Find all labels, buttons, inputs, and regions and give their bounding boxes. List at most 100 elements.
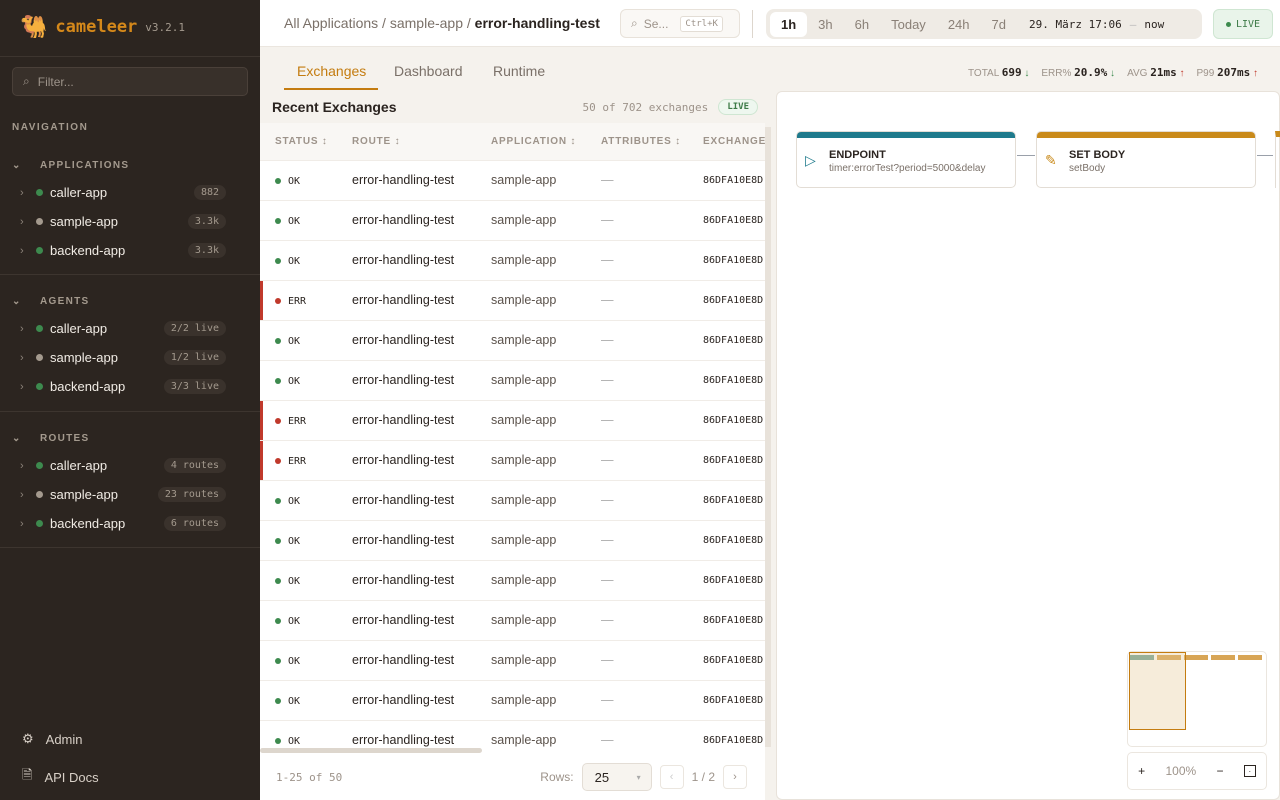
section-header[interactable]: ⌄ APPLICATIONS bbox=[0, 152, 260, 178]
range-option-7d[interactable]: 7d bbox=[991, 16, 1006, 32]
route-cell: error-handling-test bbox=[337, 559, 476, 600]
column-header-route[interactable]: ROUTE ↕ bbox=[337, 123, 476, 160]
application-cell: sample-app bbox=[476, 159, 586, 200]
next-page-button[interactable]: › bbox=[723, 765, 747, 789]
table-row[interactable]: OK error-handling-test sample-app —86DFA10E… bbox=[260, 519, 765, 560]
table-row[interactable]: OK error-handling-test sample-app —86DFA10E… bbox=[260, 359, 765, 400]
sidebar-item-sample-app[interactable]: › sample-app 3.3k bbox=[0, 207, 260, 236]
breadcrumb-app[interactable]: sample-app bbox=[389, 15, 463, 31]
table-row[interactable]: OK error-handling-test sample-app —86DFA10E… bbox=[260, 679, 765, 720]
attributes-cell: — bbox=[586, 479, 688, 520]
attributes-cell: — bbox=[586, 599, 688, 640]
sidebar-item-label: caller-app bbox=[50, 458, 108, 473]
sidebar-item-backend-app[interactable]: › backend-app 6 routes bbox=[0, 509, 260, 538]
sidebar-item-admin[interactable]: ⚙ Admin bbox=[22, 731, 83, 747]
column-label: ATTRIBUTES bbox=[601, 135, 672, 147]
search-input[interactable]: ⌕ Se... Ctrl+K bbox=[620, 9, 740, 38]
sidebar-item-caller-app[interactable]: › caller-app 4 routes bbox=[0, 451, 260, 480]
minimap-viewport[interactable] bbox=[1129, 652, 1186, 730]
exchange-id-cell: 86DFA10E8D bbox=[688, 319, 765, 360]
status-cell: OK bbox=[260, 679, 337, 720]
column-header-attributes[interactable]: ATTRIBUTES ↕ bbox=[586, 123, 688, 160]
sort-icon: ↕ bbox=[671, 135, 681, 147]
sidebar-item-sample-app[interactable]: › sample-app 1/2 live bbox=[0, 343, 260, 372]
horizontal-scrollbar[interactable] bbox=[260, 748, 482, 753]
vertical-scrollbar[interactable] bbox=[765, 127, 771, 747]
table-row[interactable]: ERR error-handling-test sample-app —86DFA10… bbox=[260, 439, 765, 480]
tab-exchanges[interactable]: Exchanges bbox=[297, 63, 367, 79]
tab-dashboard[interactable]: Dashboard bbox=[394, 63, 463, 79]
attributes-cell: — bbox=[586, 519, 688, 560]
rows-per-page-select[interactable]: 25 ▾ bbox=[581, 763, 652, 791]
sidebar-section-applications: ⌄ APPLICATIONS › caller-app 882 › sample-app 3.… bbox=[0, 152, 260, 265]
section-header[interactable]: ⌄ ROUTES bbox=[0, 425, 260, 451]
range-option-3h[interactable]: 3h bbox=[818, 16, 833, 32]
kpi-p99: P99 207ms ↑ bbox=[1197, 66, 1258, 79]
table-row[interactable]: ERR error-handling-test sample-app —86DFA10… bbox=[260, 399, 765, 440]
table-row[interactable]: OK error-handling-test sample-app —86DFA10E… bbox=[260, 239, 765, 280]
count-badge: 1/2 live bbox=[163, 350, 226, 365]
logo[interactable]: 🐫 cameleer v3.2.1 bbox=[20, 14, 185, 40]
camel-icon: 🐫 bbox=[20, 14, 48, 39]
application-cell: sample-app bbox=[476, 279, 586, 320]
pagination-range: 1-25 of 50 bbox=[276, 770, 343, 784]
minimap[interactable] bbox=[1127, 651, 1267, 747]
rows-value: 25 bbox=[594, 769, 610, 785]
route-diagram: ▷ ENDPOINT timer:errorTest?period=5000&d… bbox=[776, 91, 1280, 800]
live-dot bbox=[1225, 21, 1231, 27]
sidebar-item-backend-app[interactable]: › backend-app 3.3k bbox=[0, 236, 260, 265]
live-badge: LIVE bbox=[718, 99, 758, 115]
range-option-today[interactable]: Today bbox=[891, 16, 926, 32]
tab-runtime[interactable]: Runtime bbox=[493, 63, 546, 79]
zoom-in-button[interactable]: + bbox=[1138, 764, 1146, 778]
fit-view-button[interactable]: · bbox=[1243, 765, 1256, 777]
column-header-exchange[interactable]: EXCHANGE bbox=[688, 123, 765, 160]
sidebar-item-caller-app[interactable]: › caller-app 2/2 live bbox=[0, 314, 260, 343]
column-header-status[interactable]: STATUS ↕ bbox=[260, 123, 337, 160]
pencil-icon: ✎ bbox=[1045, 152, 1057, 168]
table-row[interactable]: OK error-handling-test sample-app —86DFA10E… bbox=[260, 159, 765, 200]
attributes-cell: — bbox=[586, 239, 688, 280]
application-cell: sample-app bbox=[476, 199, 586, 240]
section-title: APPLICATIONS bbox=[40, 159, 130, 171]
column-header-application[interactable]: APPLICATION ↕ bbox=[476, 123, 586, 160]
kpi-label: P99 bbox=[1196, 68, 1215, 79]
table-row[interactable]: OK error-handling-test sample-app —86DFA10E… bbox=[260, 479, 765, 520]
sidebar-item-sample-app[interactable]: › sample-app 23 routes bbox=[0, 480, 260, 509]
table-row[interactable]: OK error-handling-test sample-app —86DFA10E… bbox=[260, 319, 765, 360]
prev-page-button[interactable]: ‹ bbox=[659, 765, 684, 789]
sidebar-item-api-docs[interactable]: 🗎 API Docs bbox=[22, 766, 99, 788]
status-dot bbox=[275, 258, 281, 264]
table-row[interactable]: OK error-handling-test sample-app —86DFA10E… bbox=[260, 199, 765, 240]
divider bbox=[0, 56, 260, 57]
table-row[interactable]: OK error-handling-test sample-app —86DFA10E… bbox=[260, 559, 765, 600]
table-row[interactable]: OK error-handling-test sample-app —86DFA10E… bbox=[260, 639, 765, 680]
divider bbox=[752, 10, 753, 38]
range-option-6h[interactable]: 6h bbox=[854, 16, 870, 32]
sidebar-item-caller-app[interactable]: › caller-app 882 bbox=[0, 178, 260, 207]
table-row[interactable]: OK error-handling-test sample-app —86DFA10E… bbox=[260, 719, 765, 760]
sidebar-item-backend-app[interactable]: › backend-app 3/3 live bbox=[0, 372, 260, 401]
date-range[interactable]: 29. März 17:06 — now bbox=[1029, 18, 1164, 31]
route-cell: error-handling-test bbox=[337, 599, 476, 640]
diagram-node-set-body[interactable]: ✎ SET BODY setBody bbox=[1036, 131, 1256, 188]
application-cell: sample-app bbox=[476, 399, 586, 440]
diagram-node-endpoint[interactable]: ▷ ENDPOINT timer:errorTest?period=5000&d… bbox=[796, 131, 1016, 188]
route-cell: error-handling-test bbox=[337, 319, 476, 360]
route-cell: error-handling-test bbox=[337, 239, 476, 280]
application-cell: sample-app bbox=[476, 639, 586, 680]
section-header[interactable]: ⌄ AGENTS bbox=[0, 288, 260, 314]
sidebar-item-label: backend-app bbox=[50, 379, 126, 394]
app-version: v3.2.1 bbox=[145, 20, 186, 34]
active-tab-indicator bbox=[284, 88, 378, 90]
range-option-1h[interactable]: 1h bbox=[770, 11, 808, 37]
breadcrumb-all-applications[interactable]: All Applications bbox=[284, 15, 379, 31]
zoom-out-button[interactable]: − bbox=[1216, 764, 1224, 778]
table-row[interactable]: ERR error-handling-test sample-app —86DFA10… bbox=[260, 279, 765, 320]
sort-icon: ↕ bbox=[391, 135, 401, 147]
status-label: ERR bbox=[288, 296, 307, 307]
range-option-24h[interactable]: 24h bbox=[947, 16, 970, 32]
live-button[interactable]: LIVE bbox=[1213, 9, 1273, 39]
filter-input[interactable]: ⌕ Filter... bbox=[12, 67, 248, 96]
table-row[interactable]: OK error-handling-test sample-app —86DFA10E… bbox=[260, 599, 765, 640]
